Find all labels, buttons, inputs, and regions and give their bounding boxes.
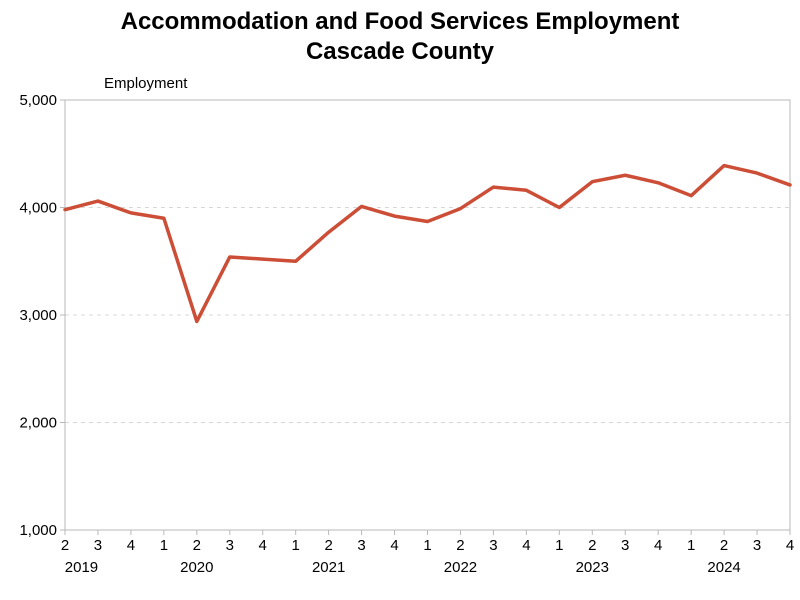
x-tick-label-quarter: 1 bbox=[555, 537, 563, 554]
x-tick-label-quarter: 3 bbox=[489, 537, 497, 554]
x-tick-label-quarter: 4 bbox=[127, 537, 135, 554]
x-tick-label-year: 2019 bbox=[65, 559, 98, 576]
x-tick-label-year: 2022 bbox=[444, 559, 477, 576]
y-tick-label: 3,000 bbox=[19, 307, 57, 324]
data-line bbox=[65, 166, 790, 322]
x-tick-label-quarter: 2 bbox=[588, 537, 596, 554]
x-tick-label-quarter: 2 bbox=[720, 537, 728, 554]
x-tick-label-quarter: 4 bbox=[390, 537, 398, 554]
x-tick-label-quarter: 3 bbox=[94, 537, 102, 554]
x-tick-label-quarter: 1 bbox=[687, 537, 695, 554]
x-tick-label-quarter: 4 bbox=[522, 537, 530, 554]
x-tick-label-quarter: 3 bbox=[621, 537, 629, 554]
x-tick-label-year: 2023 bbox=[576, 559, 609, 576]
y-tick-label: 1,000 bbox=[19, 522, 57, 539]
x-tick-label-quarter: 4 bbox=[786, 537, 794, 554]
x-tick-label-quarter: 4 bbox=[259, 537, 267, 554]
x-tick-label-quarter: 1 bbox=[160, 537, 168, 554]
x-tick-label-year: 2020 bbox=[180, 559, 213, 576]
x-tick-label-quarter: 1 bbox=[292, 537, 300, 554]
y-tick-label: 2,000 bbox=[19, 415, 57, 432]
x-tick-label-quarter: 2 bbox=[61, 537, 69, 554]
x-tick-label-year: 2021 bbox=[312, 559, 345, 576]
chart-container: Accommodation and Food Services Employme… bbox=[0, 0, 800, 600]
x-tick-label-quarter: 1 bbox=[423, 537, 431, 554]
x-tick-label-quarter: 2 bbox=[193, 537, 201, 554]
y-tick-label: 4,000 bbox=[19, 200, 57, 217]
x-tick-label-quarter: 2 bbox=[456, 537, 464, 554]
x-tick-label-quarter: 3 bbox=[226, 537, 234, 554]
x-tick-label-quarter: 4 bbox=[654, 537, 662, 554]
x-tick-label-year: 2024 bbox=[707, 559, 740, 576]
chart-svg: 1,000 2,000 3,000 4,000 5,000 2 3 4 1 2 3 4 1 2 3 4 1 2 3 4… bbox=[0, 0, 800, 600]
x-tick-label-quarter: 2 bbox=[324, 537, 332, 554]
x-tick-label-quarter: 3 bbox=[753, 537, 761, 554]
y-tick-label: 5,000 bbox=[19, 92, 57, 109]
x-tick-label-quarter: 3 bbox=[357, 537, 365, 554]
